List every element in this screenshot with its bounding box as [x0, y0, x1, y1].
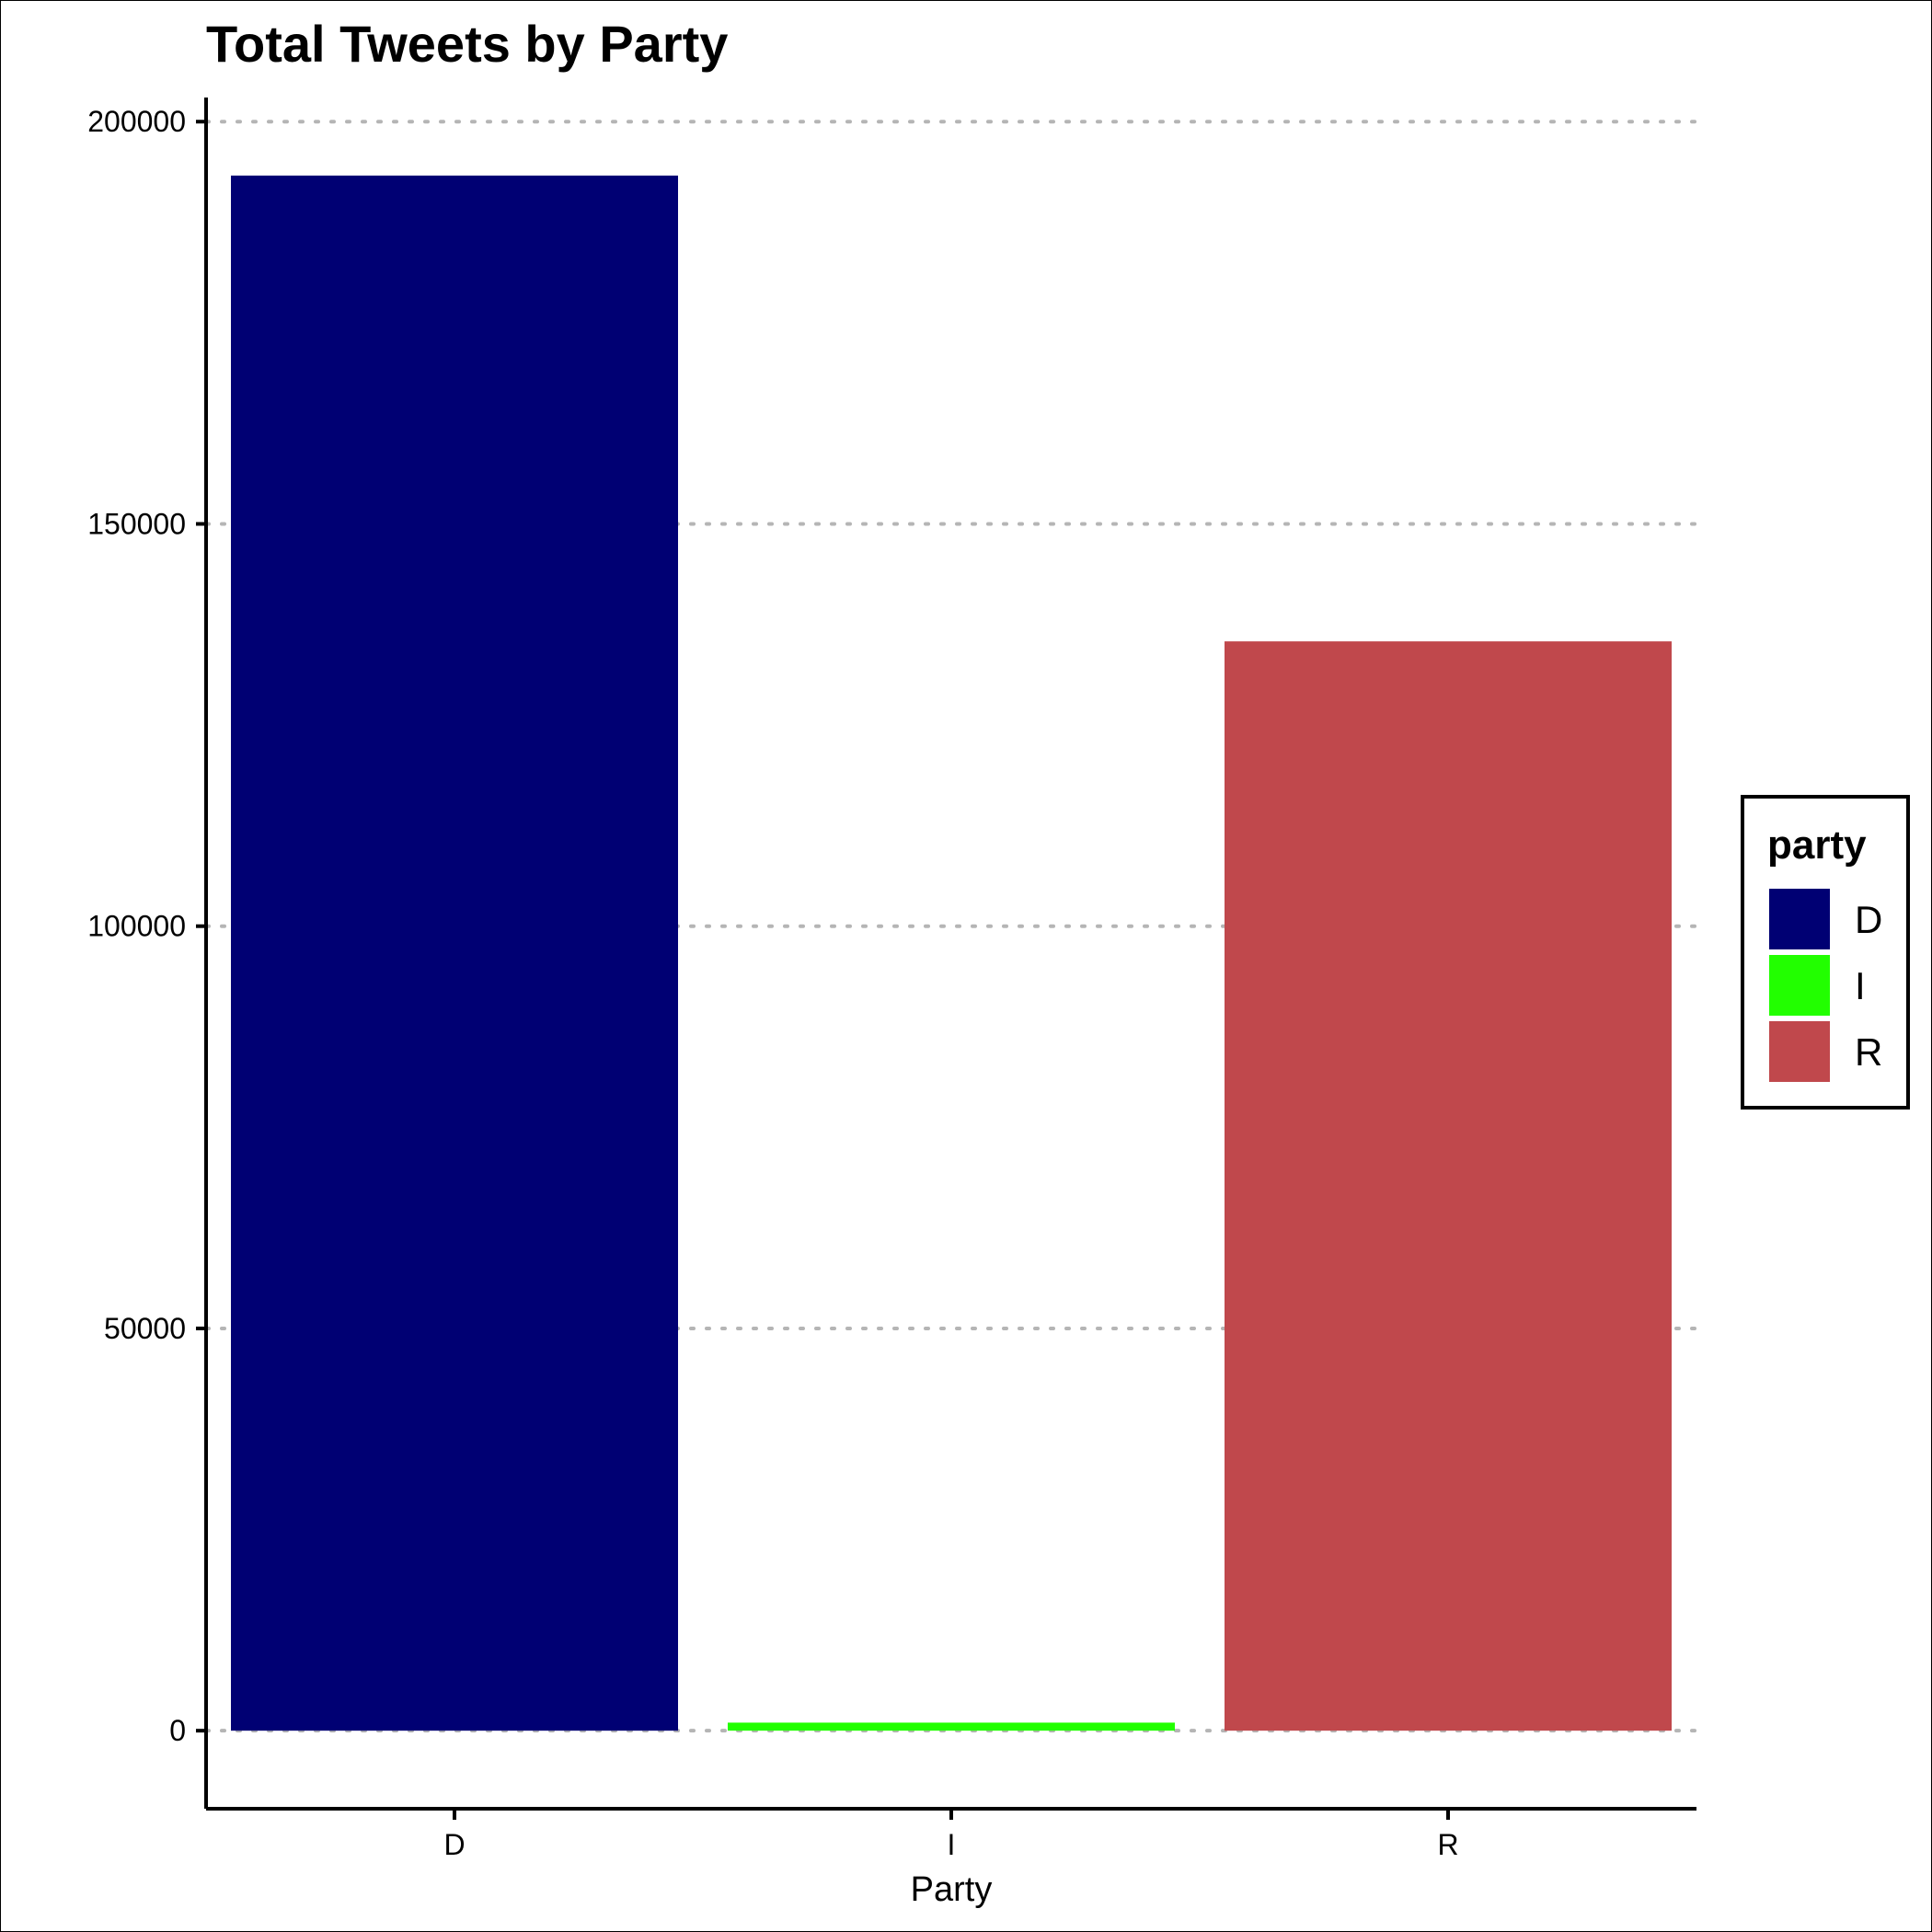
bar-i — [728, 1722, 1175, 1731]
x-axis-title: Party — [911, 1870, 993, 1909]
legend-label-d: D — [1855, 898, 1882, 941]
y-tick-label: 0 — [169, 1714, 186, 1747]
bar-d — [231, 175, 678, 1731]
legend-swatch-r — [1769, 1021, 1830, 1082]
x-tick-label: D — [443, 1828, 465, 1861]
x-tick-label: R — [1437, 1828, 1458, 1861]
y-tick-label: 100000 — [87, 910, 186, 943]
legend-swatch-d — [1769, 889, 1830, 949]
y-tick-label: 50000 — [104, 1312, 186, 1345]
legend-entries: DIR — [1769, 889, 1882, 1082]
bars — [231, 175, 1672, 1731]
bar-r — [1225, 641, 1672, 1731]
legend-title: party — [1767, 822, 1867, 868]
legend-label-r: R — [1855, 1030, 1882, 1074]
y-tick-label: 150000 — [87, 507, 186, 540]
chart-title: Total Tweets by Party — [206, 15, 728, 73]
y-tick-label: 200000 — [87, 105, 186, 138]
x-tick-label: I — [948, 1828, 956, 1861]
legend: party DIR — [1741, 795, 1910, 1110]
legend-swatch-i — [1769, 955, 1830, 1016]
legend-label-i: I — [1855, 964, 1866, 1007]
y-axis: 0 50000 100000 150000 200000 — [87, 98, 208, 1809]
